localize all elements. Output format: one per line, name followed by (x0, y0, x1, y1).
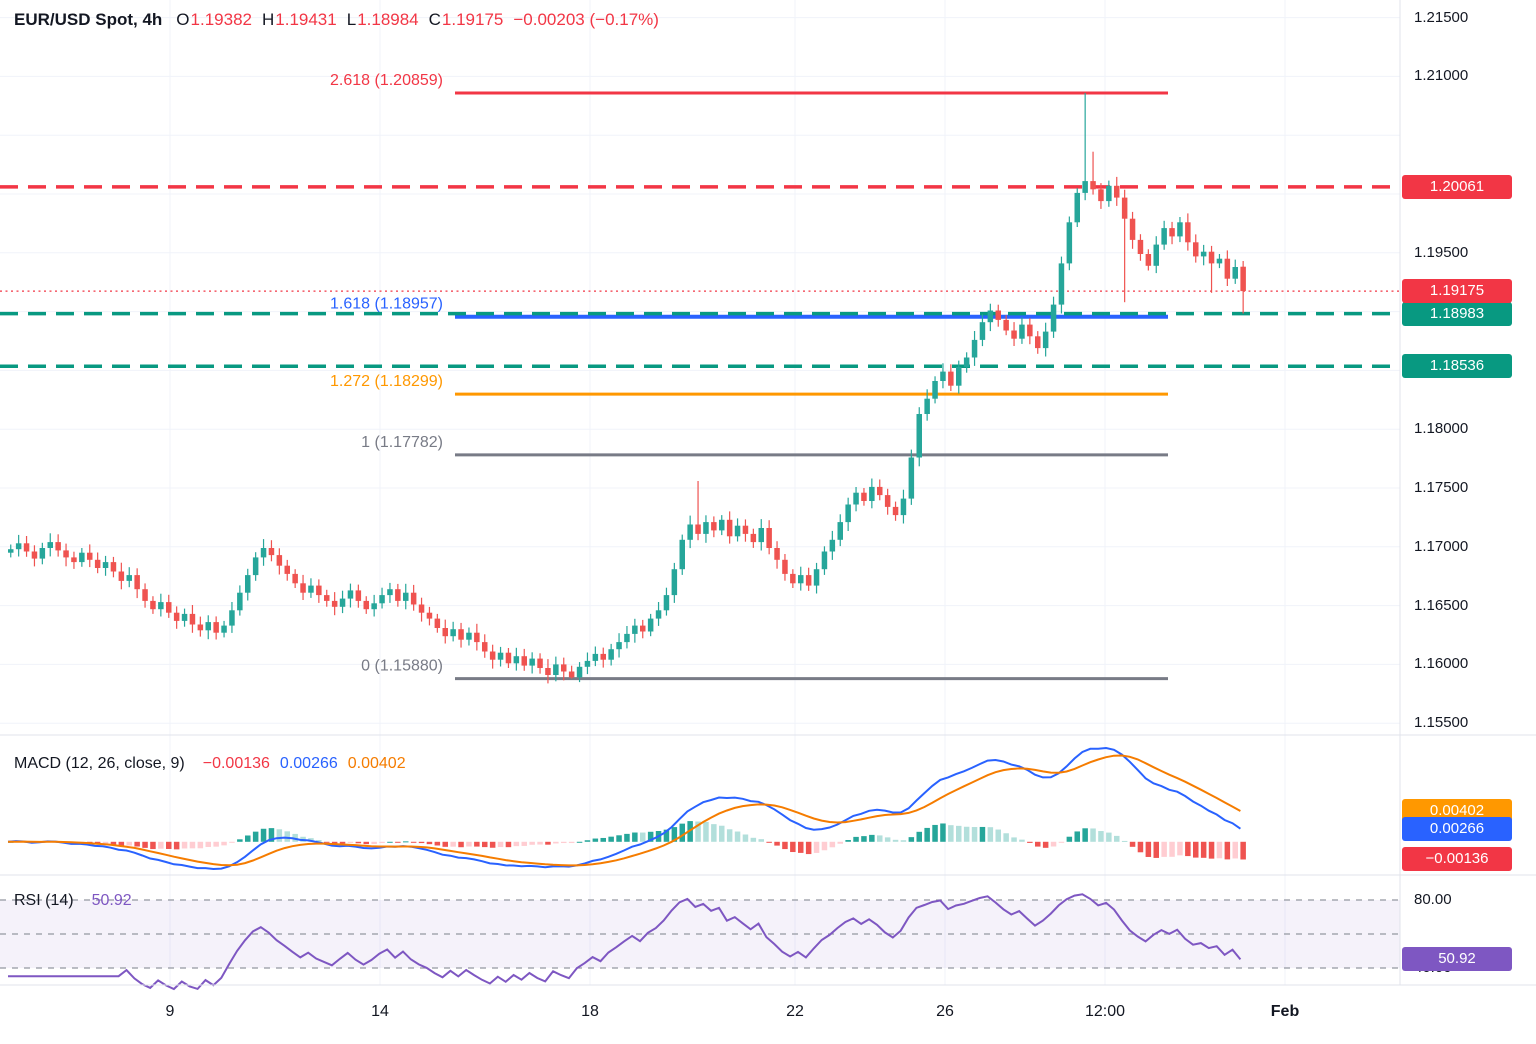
price-level-badge: 1.20061 (1402, 174, 1512, 199)
fib-label: 1.272 (1.18299) (330, 373, 443, 390)
macd-value-badge: 0.00266 (1402, 816, 1512, 841)
rsi-value: 50.92 (91, 892, 132, 909)
close-label: C (428, 10, 441, 29)
time-label: 26 (936, 1003, 954, 1020)
macd-legend[interactable]: MACD (12, 26, close, 9) −0.00136 0.00266… (14, 755, 406, 773)
low-label: L (346, 10, 357, 29)
rsi-title: RSI (14) (14, 892, 74, 909)
time-label: 14 (371, 1003, 389, 1020)
price-tick-label: 1.21500 (1414, 8, 1469, 26)
high-label: H (261, 10, 275, 29)
fib-label: 1 (1.17782) (361, 434, 443, 451)
macd-histogram-value: −0.00136 (202, 755, 270, 772)
macd-signal-value: 0.00402 (347, 755, 406, 772)
time-label: Feb (1270, 1003, 1300, 1020)
macd-title: MACD (12, 26, close, 9) (14, 755, 185, 772)
price-axis[interactable]: 1.21500 1.21000 1.19500 1.18000 1.17500 1.170… (1400, 0, 1536, 985)
time-label: 12:00 (1084, 1003, 1126, 1020)
ohlc-high: H 1.19431 (262, 10, 337, 30)
symbol-legend[interactable]: EUR/USD Spot, 4h O 1.19382 H 1.19431 L 1.18… (14, 10, 659, 30)
price-tick-label: 1.19500 (1414, 243, 1469, 261)
price-level-badge: 1.18536 (1402, 354, 1512, 379)
rsi-layer (0, 893, 1400, 991)
price-tick-label: 1.17000 (1414, 537, 1469, 555)
ohlc-open: O 1.19382 (176, 10, 252, 30)
open-value: 1.19382 (190, 10, 252, 29)
low-value: 1.18984 (357, 10, 419, 29)
fib-label: 0 (1.15880) (361, 658, 443, 675)
grid-layer (0, 0, 1400, 985)
ohlc-low: L 1.18984 (347, 10, 419, 30)
close-value: 1.19175 (441, 10, 504, 29)
fib-label: 2.618 (1.20859) (330, 72, 443, 89)
price-tick-label: 1.18000 (1414, 420, 1469, 438)
time-label: 9 (165, 1003, 175, 1020)
rsi-level-label: 80.00 (1414, 891, 1452, 908)
macd-layer (7, 746, 1246, 871)
horizontal-levels-layer (0, 185, 1400, 368)
ohlc-close: C 1.19175 (429, 10, 504, 30)
time-label: 22 (786, 1003, 804, 1020)
price-tick-label: 1.16500 (1414, 596, 1469, 614)
candles-layer (8, 92, 1246, 684)
price-tick-label: 1.16000 (1414, 655, 1469, 673)
price-tick-label: 1.21000 (1414, 67, 1469, 85)
high-value: 1.19431 (275, 10, 337, 29)
rsi-value-badge: 50.92 (1402, 947, 1512, 972)
price-tick-label: 1.17500 (1414, 479, 1469, 496)
price-level-badge: 1.19175 (1402, 279, 1512, 304)
pane-separators (0, 0, 1536, 986)
fib-label: 1.618 (1.18957) (330, 296, 443, 313)
fib-lines-layer (455, 91, 1168, 681)
symbol-title: EUR/USD Spot, 4h (14, 10, 163, 29)
macd-line-value: 0.00266 (279, 755, 338, 772)
price-change: −0.00203 (−0.17%) (513, 10, 659, 29)
open-label: O (176, 10, 190, 29)
rsi-legend[interactable]: RSI (14) 50.92 (14, 892, 132, 910)
price-level-badge: 1.18983 (1402, 301, 1512, 326)
fib-labels-layer: 2.618 (1.20859) 1.618 (1.18957) 1.272 (1.1… (330, 72, 443, 675)
price-tick-label: 1.15500 (1414, 714, 1469, 732)
time-axis[interactable]: 9 14 18 22 26 12:00 Feb (0, 985, 1536, 1044)
time-label: 18 (581, 1003, 599, 1020)
macd-value-badge: −0.00136 (1402, 847, 1512, 872)
